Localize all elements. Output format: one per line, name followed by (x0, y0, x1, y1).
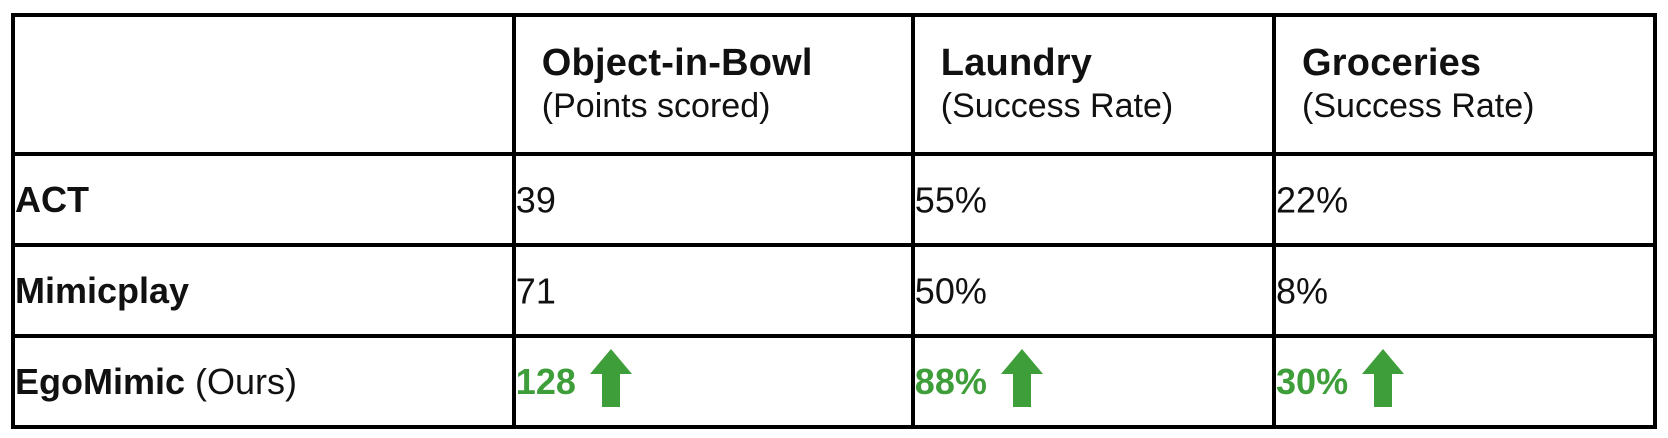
cell-egomimic-object-in-bowl: 128 (511, 334, 915, 429)
column-header-groceries: Groceries (Success Rate) (1272, 13, 1657, 156)
column-header-object-in-bowl: Object-in-Bowl (Points scored) (511, 13, 915, 156)
cell-value: 22% (1276, 179, 1349, 221)
method-label-act: ACT (11, 152, 516, 247)
table-row-mimicplay: Mimicplay 71 50% 8% (11, 243, 1657, 338)
column-subtitle: (Points scored) (541, 86, 771, 125)
cell-value: 8% (1276, 270, 1329, 312)
cell-value: 39 (515, 179, 556, 221)
corner-cell (11, 13, 516, 156)
cell-mimicplay-groceries: 8% (1272, 243, 1657, 338)
cell-egomimic-laundry: 88% (910, 334, 1277, 429)
column-subtitle: (Success Rate) (1302, 86, 1535, 125)
method-label-egomimic: EgoMimic (Ours) (11, 334, 516, 429)
method-name: EgoMimic (15, 360, 186, 402)
column-title: Object-in-Bowl (541, 42, 813, 85)
method-note: (Ours) (185, 360, 298, 402)
cell-act-laundry: 55% (910, 152, 1277, 247)
up-arrow-icon (1362, 348, 1405, 407)
header-row: Object-in-Bowl (Points scored) Laundry (… (11, 13, 1657, 156)
method-label-mimicplay: Mimicplay (11, 243, 516, 338)
results-table: Object-in-Bowl (Points scored) Laundry (… (11, 13, 1657, 429)
cell-value: 55% (914, 179, 987, 221)
cell-value: 50% (914, 270, 987, 312)
table-row-act: ACT 39 55% 22% (11, 152, 1657, 247)
cell-mimicplay-laundry: 50% (910, 243, 1277, 338)
cell-value: 88% (914, 360, 987, 402)
cell-value: 71 (515, 270, 556, 312)
column-title: Groceries (1302, 42, 1482, 85)
method-name: Mimicplay (15, 269, 190, 311)
column-subtitle: (Success Rate) (940, 86, 1174, 125)
cell-value: 30% (1276, 360, 1349, 402)
table-row-egomimic: EgoMimic (Ours) 128 88% 30% (11, 334, 1657, 429)
cell-value: 128 (515, 360, 576, 402)
cell-act-groceries: 22% (1272, 152, 1657, 247)
cell-mimicplay-object-in-bowl: 71 (511, 243, 915, 338)
up-arrow-icon (1000, 348, 1043, 407)
up-arrow-icon (589, 348, 632, 407)
column-header-laundry: Laundry (Success Rate) (910, 13, 1277, 156)
column-title: Laundry (940, 42, 1093, 85)
cell-egomimic-groceries: 30% (1272, 334, 1657, 429)
cell-act-object-in-bowl: 39 (511, 152, 915, 247)
method-name: ACT (15, 178, 89, 220)
